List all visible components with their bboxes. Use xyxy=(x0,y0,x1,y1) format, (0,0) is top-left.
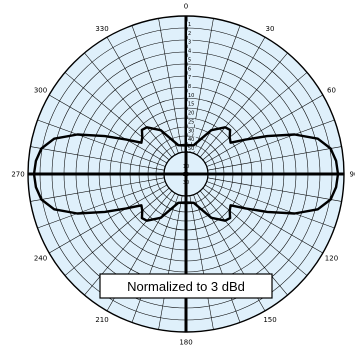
angle-label: 120 xyxy=(325,255,338,263)
pattern-series xyxy=(32,126,340,222)
grid-spoke xyxy=(202,72,308,161)
grid-spoke xyxy=(196,37,266,156)
grid-spoke xyxy=(64,72,170,161)
radial-label-bg xyxy=(187,39,193,45)
angle-label: 60 xyxy=(327,87,336,95)
radial-label-bg xyxy=(187,118,196,125)
grid-spoke xyxy=(207,177,342,202)
radial-label-bg xyxy=(187,74,193,81)
grid-spoke xyxy=(158,195,183,330)
angle-label: 90 xyxy=(350,171,355,179)
grid-spoke xyxy=(64,187,170,276)
center-tick-label: 10 xyxy=(183,164,189,170)
angle-label: 180 xyxy=(179,339,192,347)
radial-tick-label: 30 xyxy=(188,128,194,134)
grid-spoke xyxy=(207,146,342,171)
grid-spoke xyxy=(106,37,176,156)
grid-spoke xyxy=(193,25,241,154)
angle-label: 240 xyxy=(34,255,47,263)
radial-label-bg xyxy=(187,92,196,98)
radial-tick-label: 3 xyxy=(188,40,191,46)
grid-spoke xyxy=(204,184,323,254)
grid-spoke xyxy=(37,119,166,167)
grid-spoke xyxy=(193,194,241,323)
annotation-text: Normalized to 3 dBd xyxy=(127,279,245,294)
grid-spoke xyxy=(131,194,179,323)
radial-tick-label: 4 xyxy=(188,49,191,55)
grid-spoke xyxy=(206,181,335,229)
radial-label-bg xyxy=(187,30,193,36)
radial-label-bg xyxy=(187,145,196,151)
radial-label-bg xyxy=(187,21,193,27)
angle-label: 300 xyxy=(34,87,47,95)
angle-label: 210 xyxy=(95,316,108,324)
radial-label-bg xyxy=(187,56,193,63)
radial-tick-label: 50 xyxy=(188,146,194,152)
radial-label-bg xyxy=(187,48,193,54)
radial-tick-label: 6 xyxy=(188,66,191,72)
angle-label: 270 xyxy=(11,171,24,179)
center-tick-label: 20 xyxy=(183,172,189,178)
radial-tick-label: 1 xyxy=(188,22,191,28)
angle-labels: 0306090120150180210240270300330 xyxy=(11,3,355,347)
grid-spoke xyxy=(204,94,323,164)
grid-spoke xyxy=(199,190,288,296)
annotation-box: Normalized to 3 dBd xyxy=(99,273,273,299)
radial-tick-labels: 1 2 3 4 5 6 7 8 10 15 20 25 30 40 50 10 20 30 xyxy=(183,21,196,186)
grid-spoke xyxy=(202,187,308,276)
radial-label-bg xyxy=(187,136,196,143)
grid-spoke xyxy=(158,18,183,153)
radial-tick-label: 15 xyxy=(188,102,194,108)
radial-tick-label: 25 xyxy=(188,119,194,125)
radial-tick-label: 10 xyxy=(188,93,194,99)
radial-label-bg xyxy=(187,110,196,116)
grid-spoke xyxy=(84,190,173,296)
grid-spoke xyxy=(199,52,288,158)
grid-spoke xyxy=(30,146,165,171)
grid-spoke xyxy=(37,181,166,229)
radial-tick-label: 7 xyxy=(188,75,191,81)
pattern-line xyxy=(32,126,340,222)
radial-label-bg xyxy=(187,83,193,89)
radial-tick-label: 40 xyxy=(188,137,194,143)
grid-spoke xyxy=(206,119,335,167)
radial-tick-label: 2 xyxy=(188,31,191,37)
angle-label: 30 xyxy=(266,25,275,33)
radial-tick-label: 20 xyxy=(188,111,194,117)
radial-label-bg xyxy=(187,127,196,134)
radial-tick-label: 5 xyxy=(188,57,191,63)
radial-tick-label: 8 xyxy=(188,84,191,90)
grid-spoke xyxy=(30,177,165,202)
grid-spoke xyxy=(49,94,168,164)
angle-label: 150 xyxy=(263,316,276,324)
grid-spoke xyxy=(84,52,173,158)
grid-spoke xyxy=(131,25,179,154)
angle-label: 0 xyxy=(184,3,188,11)
radial-label-bg xyxy=(187,101,196,107)
angle-label: 330 xyxy=(95,25,108,33)
grid-spoke xyxy=(189,195,214,330)
grid-spoke xyxy=(49,184,168,254)
center-tick-label: 30 xyxy=(183,180,189,186)
radial-label-bg xyxy=(187,65,193,72)
